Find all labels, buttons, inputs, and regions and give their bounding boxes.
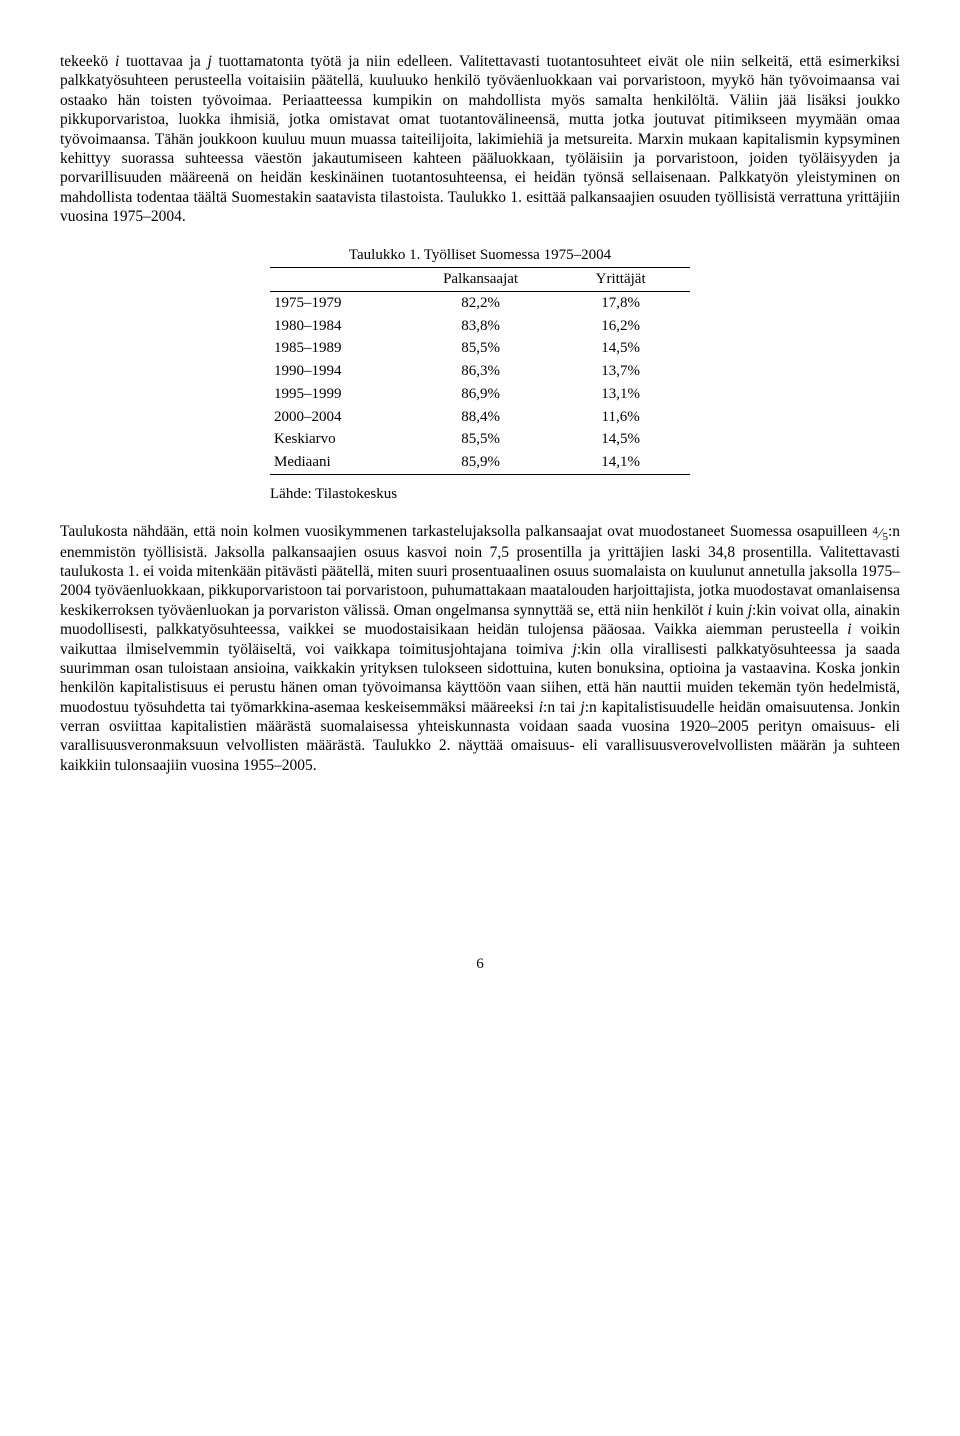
cell-b: 14,5% — [551, 428, 690, 451]
table-row: 1990–1994 86,3% 13,7% — [270, 360, 690, 383]
paragraph-1: tekeekö i tuottavaa ja j tuottamatonta t… — [60, 52, 900, 226]
text: tekeekö — [60, 53, 115, 70]
cell-b: 17,8% — [551, 291, 690, 314]
text: :n tai — [543, 699, 580, 716]
cell-a: 86,9% — [410, 383, 551, 406]
cell-b: 11,6% — [551, 406, 690, 429]
cell-b: 13,1% — [551, 383, 690, 406]
table-row: 1980–1984 83,8% 16,2% — [270, 315, 690, 338]
fraction-4-5: 4⁄5 — [872, 526, 888, 543]
table-head-yrittajat: Yrittäjät — [551, 268, 690, 292]
cell-period: Mediaani — [270, 451, 410, 474]
cell-a: 82,2% — [410, 291, 551, 314]
cell-a: 85,5% — [410, 428, 551, 451]
table-head-palkansaajat: Palkansaajat — [410, 268, 551, 292]
text: kuin — [712, 602, 748, 619]
cell-a: 85,5% — [410, 337, 551, 360]
cell-b: 14,5% — [551, 337, 690, 360]
cell-a: 88,4% — [410, 406, 551, 429]
cell-a: 85,9% — [410, 451, 551, 474]
table-row: Keskiarvo 85,5% 14,5% — [270, 428, 690, 451]
cell-a: 83,8% — [410, 315, 551, 338]
text: tuottavaa ja — [119, 53, 207, 70]
text: Taulukosta nähdään, että noin kolmen vuo… — [60, 523, 872, 540]
page-number: 6 — [60, 955, 900, 974]
cell-period: 1990–1994 — [270, 360, 410, 383]
cell-period: 1985–1989 — [270, 337, 410, 360]
table-header-row: Palkansaajat Yrittäjät — [270, 268, 690, 292]
text: tuottamatonta työtä ja niin edelleen. Va… — [60, 53, 900, 225]
table-1: Taulukko 1. Työlliset Suomessa 1975–2004… — [270, 244, 690, 475]
table-1-wrap: Taulukko 1. Työlliset Suomessa 1975–2004… — [270, 244, 690, 503]
table-caption: Taulukko 1. Työlliset Suomessa 1975–2004 — [270, 244, 690, 267]
table-row: 1995–1999 86,9% 13,1% — [270, 383, 690, 406]
cell-period: 1980–1984 — [270, 315, 410, 338]
cell-b: 13,7% — [551, 360, 690, 383]
cell-period: 1995–1999 — [270, 383, 410, 406]
table-row: 2000–2004 88,4% 11,6% — [270, 406, 690, 429]
table-row: 1985–1989 85,5% 14,5% — [270, 337, 690, 360]
cell-a: 86,3% — [410, 360, 551, 383]
cell-period: 2000–2004 — [270, 406, 410, 429]
table-row: 1975–1979 82,2% 17,8% — [270, 291, 690, 314]
cell-period: Keskiarvo — [270, 428, 410, 451]
cell-period: 1975–1979 — [270, 291, 410, 314]
table-head-empty — [270, 268, 410, 292]
table-source: Lähde: Tilastokeskus — [270, 485, 690, 504]
paragraph-2: Taulukosta nähdään, että noin kolmen vuo… — [60, 522, 900, 776]
cell-b: 16,2% — [551, 315, 690, 338]
table-row: Mediaani 85,9% 14,1% — [270, 451, 690, 474]
cell-b: 14,1% — [551, 451, 690, 474]
